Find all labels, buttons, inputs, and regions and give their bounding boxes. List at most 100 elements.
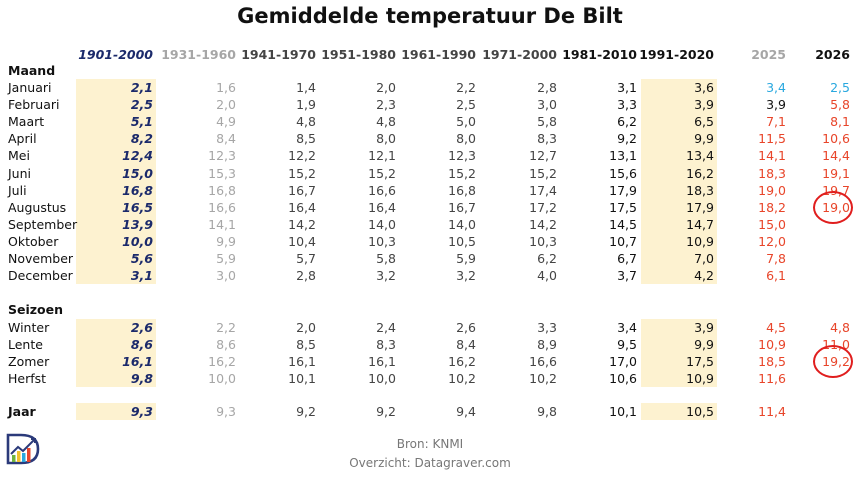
cell-november-2025: 7,8 bbox=[766, 251, 786, 266]
cell-februari-2025: 3,9 bbox=[766, 97, 786, 113]
cell-januari-1901-2000: 2,1 bbox=[130, 80, 153, 95]
cell-april-1901-2000: 8,2 bbox=[130, 131, 153, 147]
column-header-1981-2010: 1981-2010 bbox=[562, 47, 637, 62]
cell-december-1951-1980: 3,2 bbox=[376, 268, 396, 284]
row-label-oktober: Oktober bbox=[8, 233, 59, 249]
cell-augustus-1901-2000: 16,5 bbox=[122, 199, 153, 215]
cell-jaar-1991-2020: 10,5 bbox=[686, 404, 714, 419]
cell-jaar-1901-2000: 9,3 bbox=[130, 404, 153, 419]
cell-winter-1931-1960: 2,2 bbox=[216, 320, 236, 335]
cell-december-1991-2020: 4,2 bbox=[694, 268, 714, 284]
cell-september-1941-1970: 14,2 bbox=[288, 216, 316, 232]
cell-lente-1971-2000: 8,9 bbox=[537, 337, 557, 353]
cell-oktober-1941-1970: 10,4 bbox=[288, 233, 316, 249]
cell-herfst-1971-2000: 10,2 bbox=[529, 371, 557, 387]
row-label-winter: Winter bbox=[8, 320, 50, 335]
cell-december-1901-2000: 3,1 bbox=[130, 268, 153, 284]
cell-maart-1961-1990: 5,0 bbox=[456, 114, 476, 130]
highlight-band-1991-2020-seasons bbox=[641, 319, 717, 388]
cell-november-1971-2000: 6,2 bbox=[537, 251, 557, 266]
cell-november-1941-1970: 5,7 bbox=[296, 251, 316, 266]
footer-source: Bron: KNMI bbox=[396, 437, 464, 451]
cell-mei-1981-2010: 13,1 bbox=[609, 148, 637, 164]
cell-april-2026: 10,6 bbox=[822, 131, 850, 147]
highlight-circle-augustus bbox=[813, 190, 853, 224]
cell-februari-1961-1990: 2,5 bbox=[456, 97, 476, 113]
cell-herfst-1961-1990: 10,2 bbox=[448, 371, 476, 387]
cell-augustus-2025: 18,2 bbox=[758, 199, 786, 215]
cell-oktober-1961-1990: 10,5 bbox=[448, 233, 476, 249]
cell-jaar-1951-1980: 9,2 bbox=[376, 404, 396, 419]
datagraver-logo-icon bbox=[6, 433, 40, 465]
cell-juli-1991-2020: 18,3 bbox=[686, 182, 714, 198]
cell-lente-1991-2020: 9,9 bbox=[694, 337, 714, 353]
cell-maart-1931-1960: 4,9 bbox=[216, 114, 236, 130]
cell-december-1941-1970: 2,8 bbox=[296, 268, 316, 284]
cell-augustus-1941-1970: 16,4 bbox=[288, 199, 316, 215]
cell-januari-1951-1980: 2,0 bbox=[376, 80, 396, 95]
cell-september-1901-2000: 13,9 bbox=[122, 216, 153, 232]
cell-september-1991-2020: 14,7 bbox=[686, 216, 714, 232]
row-label-jaar: Jaar bbox=[8, 404, 36, 419]
cell-juli-1901-2000: 16,8 bbox=[122, 182, 153, 198]
cell-maart-1981-2010: 6,2 bbox=[617, 114, 637, 130]
cell-herfst-1991-2020: 10,9 bbox=[686, 371, 714, 387]
cell-maart-1991-2020: 6,5 bbox=[694, 114, 714, 130]
cell-lente-2025: 10,9 bbox=[758, 337, 786, 353]
column-header-1961-1990: 1961-1990 bbox=[401, 47, 476, 62]
cell-september-1981-2010: 14,5 bbox=[609, 216, 637, 232]
column-header-1941-1970: 1941-1970 bbox=[241, 47, 316, 62]
cell-winter-1981-2010: 3,4 bbox=[617, 320, 637, 335]
cell-april-1971-2000: 8,3 bbox=[537, 131, 557, 147]
cell-augustus-1981-2010: 17,5 bbox=[609, 199, 637, 215]
cell-lente-1941-1970: 8,5 bbox=[296, 337, 316, 353]
highlight-band-1991-2020-months bbox=[641, 79, 717, 285]
highlight-band-1991-2020-year bbox=[641, 403, 717, 421]
cell-zomer-1991-2020: 17,5 bbox=[686, 354, 714, 370]
cell-januari-1931-1960: 1,6 bbox=[216, 80, 236, 95]
cell-februari-1941-1970: 1,9 bbox=[296, 97, 316, 113]
cell-december-1971-2000: 4,0 bbox=[537, 268, 557, 284]
cell-mei-1991-2020: 13,4 bbox=[686, 148, 714, 164]
row-label-juni: Juni bbox=[8, 165, 32, 181]
cell-april-1951-1980: 8,0 bbox=[376, 131, 396, 147]
cell-jaar-1961-1990: 9,4 bbox=[456, 404, 476, 419]
cell-maart-1901-2000: 5,1 bbox=[130, 114, 153, 130]
cell-december-1981-2010: 3,7 bbox=[617, 268, 637, 284]
cell-mei-1901-2000: 12,4 bbox=[122, 148, 153, 164]
cell-oktober-1931-1960: 9,9 bbox=[216, 233, 236, 249]
cell-januari-1961-1990: 2,2 bbox=[456, 80, 476, 95]
cell-januari-2026: 2,5 bbox=[830, 80, 850, 95]
cell-januari-1941-1970: 1,4 bbox=[296, 80, 316, 95]
cell-winter-1991-2020: 3,9 bbox=[694, 320, 714, 335]
cell-juni-1951-1980: 15,2 bbox=[368, 165, 396, 181]
cell-februari-1991-2020: 3,9 bbox=[694, 97, 714, 113]
cell-juni-1901-2000: 15,0 bbox=[122, 165, 153, 181]
row-label-zomer: Zomer bbox=[8, 354, 50, 370]
cell-februari-1981-2010: 3,3 bbox=[617, 97, 637, 113]
column-header-1951-1980: 1951-1980 bbox=[321, 47, 396, 62]
cell-winter-2025: 4,5 bbox=[766, 320, 786, 335]
cell-oktober-1951-1980: 10,3 bbox=[368, 233, 396, 249]
column-header-1971-2000: 1971-2000 bbox=[482, 47, 557, 62]
cell-april-2025: 11,5 bbox=[758, 131, 786, 147]
column-header-1991-2020: 1991-2020 bbox=[639, 47, 714, 62]
cell-februari-2026: 5,8 bbox=[830, 97, 850, 113]
cell-februari-1951-1980: 2,3 bbox=[376, 97, 396, 113]
cell-juni-1941-1970: 15,2 bbox=[288, 165, 316, 181]
cell-zomer-1901-2000: 16,1 bbox=[122, 354, 153, 370]
cell-september-1971-2000: 14,2 bbox=[529, 216, 557, 232]
column-header-1931-1960: 1931-1960 bbox=[161, 47, 236, 62]
cell-augustus-1961-1990: 16,7 bbox=[448, 199, 476, 215]
cell-lente-1931-1960: 8,6 bbox=[216, 337, 236, 353]
cell-winter-1901-2000: 2,6 bbox=[130, 320, 153, 335]
cell-jaar-1931-1960: 9,3 bbox=[216, 404, 236, 419]
cell-december-1931-1960: 3,0 bbox=[216, 268, 236, 284]
row-label-mei: Mei bbox=[8, 148, 30, 164]
cell-april-1931-1960: 8,4 bbox=[216, 131, 236, 147]
cell-mei-1951-1980: 12,1 bbox=[368, 148, 396, 164]
cell-januari-1981-2010: 3,1 bbox=[617, 80, 637, 95]
cell-maart-1951-1980: 4,8 bbox=[376, 114, 396, 130]
cell-juni-1961-1990: 15,2 bbox=[448, 165, 476, 181]
cell-juli-2025: 19,0 bbox=[758, 182, 786, 198]
